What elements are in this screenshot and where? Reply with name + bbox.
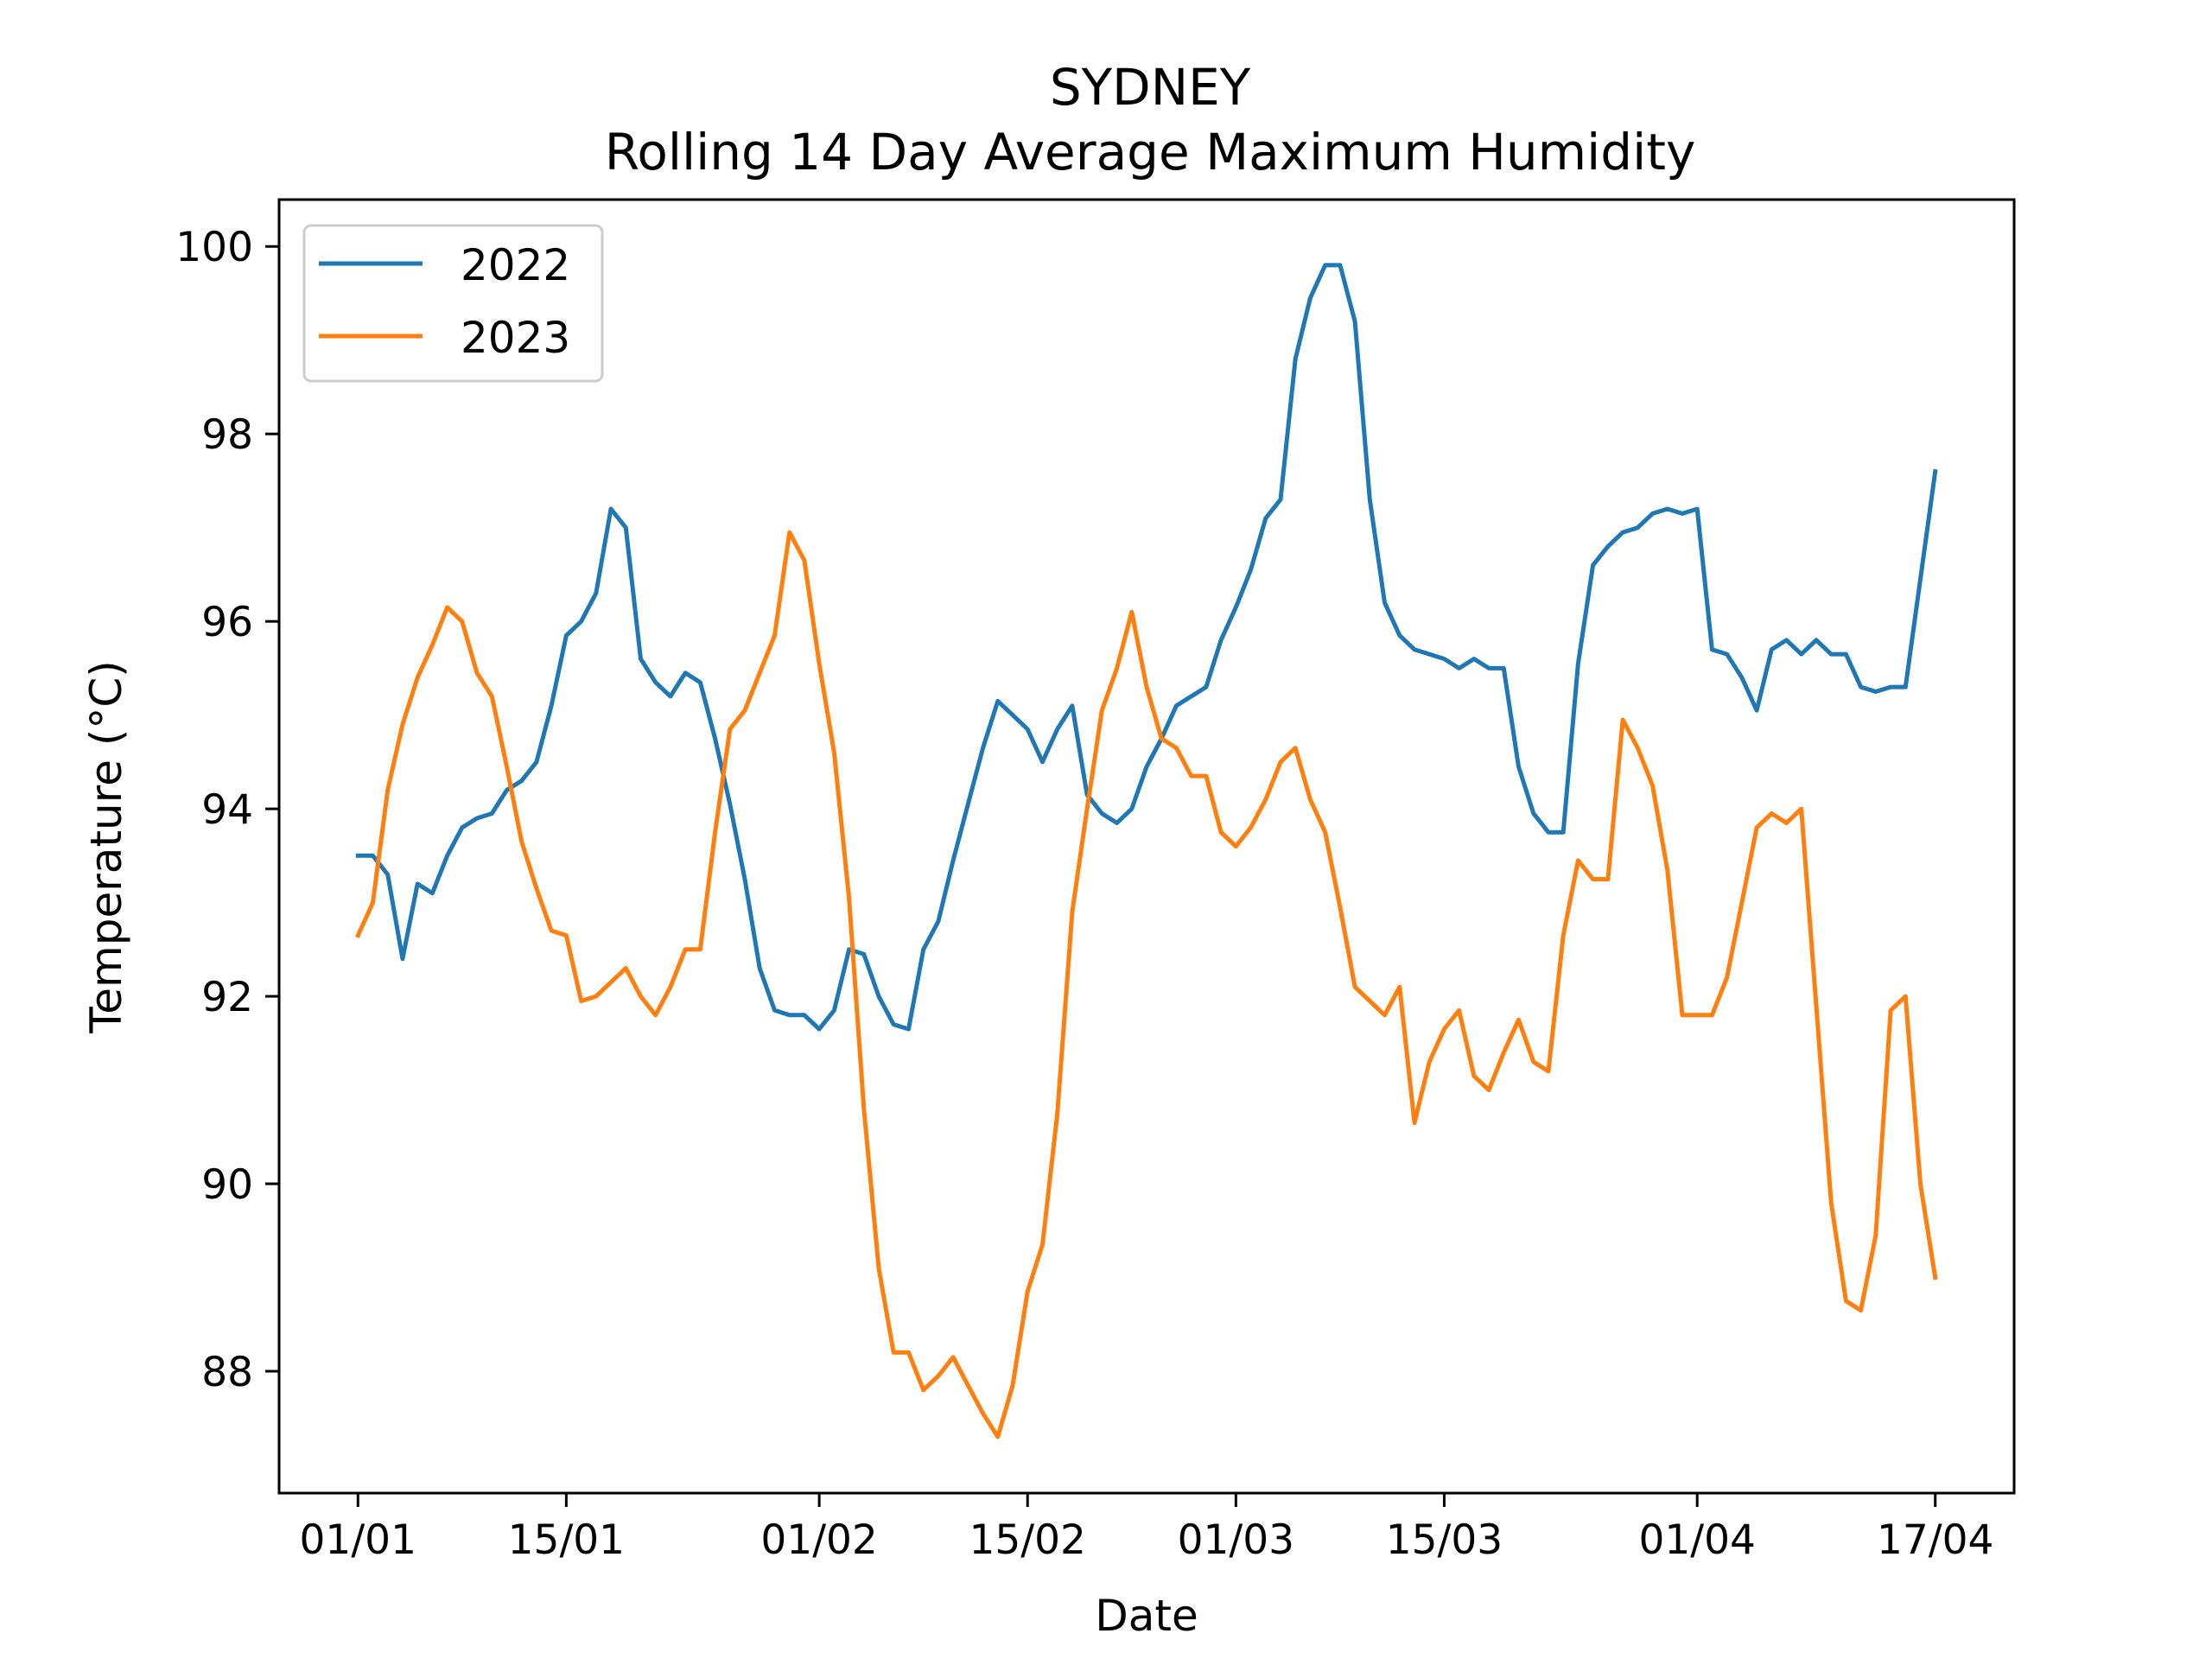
y-axis-label: Temperature (°C) (81, 660, 131, 1034)
y-tick-label: 98 (201, 411, 253, 459)
x-axis: 01/01 15/01 01/02 15/02 01/03 15/03 01/04 17/04 (300, 1493, 1993, 1564)
series-line-2022 (355, 263, 1938, 1032)
chart-title: SYDNEY (1050, 58, 1251, 117)
y-tick-label: 94 (201, 786, 253, 834)
y-tick-label: 96 (201, 599, 253, 646)
legend-label-2022: 2022 (461, 240, 570, 290)
y-tick-label: 90 (201, 1161, 253, 1209)
x-tick-label: 01/03 (1178, 1516, 1294, 1564)
chart-subtitle: Rolling 14 Day Average Maximum Humidity (605, 123, 1696, 181)
x-axis-label: Date (1095, 1591, 1198, 1641)
x-tick-label: 01/04 (1638, 1516, 1755, 1564)
series-layer (354, 263, 1938, 1440)
plot-frame (277, 198, 2016, 1495)
x-tick-label: 15/02 (969, 1516, 1086, 1564)
series-line-2023 (354, 530, 1938, 1440)
y-tick-label: 100 (175, 224, 253, 271)
y-axis: 88 90 92 94 96 98 100 (175, 224, 279, 1396)
legend: 2022 2023 (302, 224, 604, 383)
y-tick-label: 88 (201, 1349, 253, 1396)
x-tick-label: 01/01 (300, 1516, 416, 1564)
y-tick-label: 92 (201, 974, 253, 1021)
x-tick-label: 15/01 (508, 1516, 625, 1564)
x-tick-label: 01/02 (760, 1516, 877, 1564)
x-tick-label: 15/03 (1386, 1516, 1503, 1564)
legend-label-2023: 2023 (461, 313, 570, 363)
x-tick-label: 17/04 (1877, 1516, 1993, 1564)
